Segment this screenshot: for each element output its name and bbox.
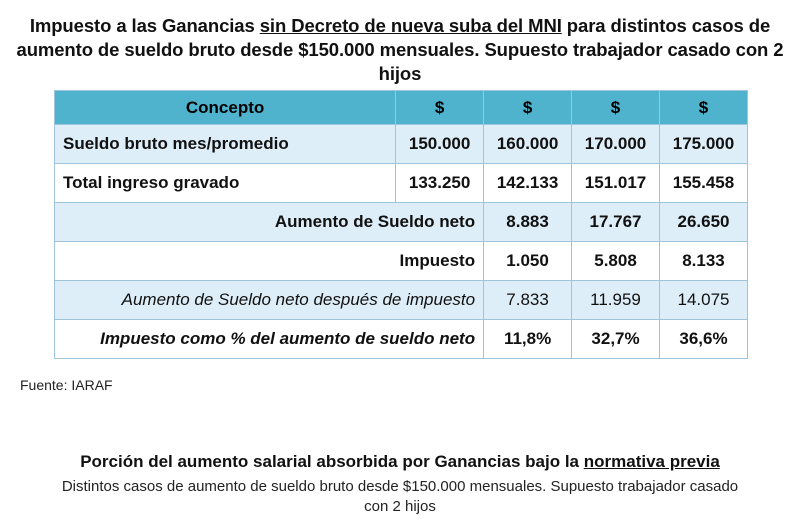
cell: 151.017 bbox=[571, 163, 660, 203]
tax-table: Concepto $ $ $ $ Sueldo bruto mes/promed… bbox=[53, 90, 748, 359]
table-row-ingreso-gravado: Total ingreso gravado 133.250 142.133 15… bbox=[53, 163, 748, 203]
header-col-4: $ bbox=[659, 90, 748, 125]
table-row-aumento-neto: Aumento de Sueldo neto 8.883 17.767 26.6… bbox=[53, 202, 748, 242]
title-underlined: sin Decreto de nueva suba del MNI bbox=[259, 15, 562, 36]
row-label: Aumento de Sueldo neto bbox=[53, 202, 485, 242]
section-title-underlined: normativa previa bbox=[583, 452, 720, 471]
row-label: Sueldo bruto mes/promedio bbox=[53, 124, 397, 164]
section-title: Porción del aumento salarial absorbida p… bbox=[10, 452, 790, 472]
cell: 133.250 bbox=[395, 163, 485, 203]
cell: 11.959 bbox=[571, 280, 660, 320]
row-label: Impuesto bbox=[53, 241, 485, 281]
table-header-row: Concepto $ $ $ $ bbox=[53, 90, 748, 125]
cell: 11,8% bbox=[483, 319, 573, 359]
table-row-neto-despues-impuesto: Aumento de Sueldo neto después de impues… bbox=[53, 280, 748, 320]
header-col-1: $ bbox=[395, 90, 485, 125]
cell: 36,6% bbox=[659, 319, 748, 359]
section-title-part1: Porción del aumento salarial absorbida p… bbox=[80, 452, 584, 471]
row-label: Total ingreso gravado bbox=[53, 163, 397, 203]
header-col-2: $ bbox=[483, 90, 573, 125]
row-label: Impuesto como % del aumento de sueldo ne… bbox=[53, 319, 485, 359]
cell: 14.075 bbox=[659, 280, 748, 320]
cell: 5.808 bbox=[571, 241, 660, 281]
table-row-impuesto: Impuesto 1.050 5.808 8.133 bbox=[53, 241, 748, 281]
cell: 7.833 bbox=[483, 280, 573, 320]
row-label: Aumento de Sueldo neto después de impues… bbox=[53, 280, 485, 320]
cell: 17.767 bbox=[571, 202, 660, 242]
cell: 8.883 bbox=[483, 202, 573, 242]
source-note: Fuente: IARAF bbox=[20, 377, 113, 393]
cell: 32,7% bbox=[571, 319, 660, 359]
title-part2: para distintos casos de aumento de sueld… bbox=[16, 15, 784, 84]
cell: 8.133 bbox=[659, 241, 748, 281]
cell: 142.133 bbox=[483, 163, 573, 203]
cell: 170.000 bbox=[571, 124, 660, 164]
section-subtitle: Distintos casos de aumento de sueldo bru… bbox=[61, 478, 739, 515]
cell: 26.650 bbox=[659, 202, 748, 242]
cell: 175.000 bbox=[659, 124, 748, 164]
table-row-sueldo-bruto: Sueldo bruto mes/promedio 150.000 160.00… bbox=[53, 124, 748, 164]
cell: 155.458 bbox=[659, 163, 748, 203]
table-row-impuesto-porcentaje: Impuesto como % del aumento de sueldo ne… bbox=[53, 319, 748, 359]
cell: 150.000 bbox=[395, 124, 485, 164]
title-part1: Impuesto a las Ganancias bbox=[29, 15, 260, 36]
page-title: Impuesto a las Ganancias sin Decreto de … bbox=[10, 14, 790, 86]
header-concepto: Concepto bbox=[53, 90, 397, 125]
cell: 160.000 bbox=[483, 124, 573, 164]
cell: 1.050 bbox=[483, 241, 573, 281]
header-col-3: $ bbox=[571, 90, 660, 125]
